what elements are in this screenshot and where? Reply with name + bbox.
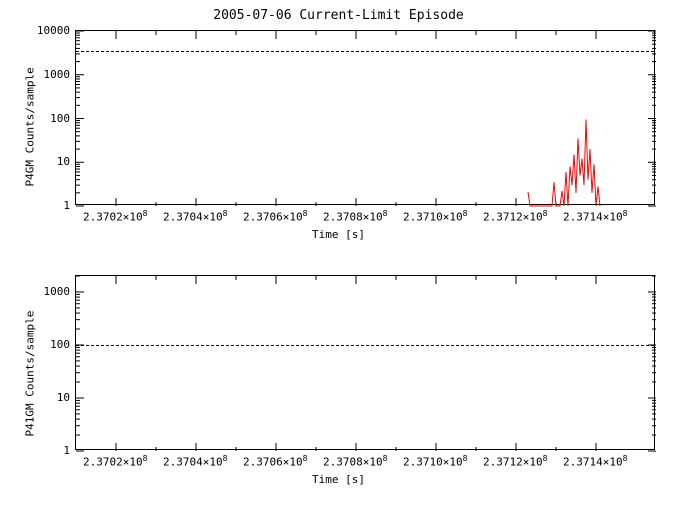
xtick-label: 2.3706×108 bbox=[243, 454, 307, 469]
plot-svg bbox=[76, 31, 656, 206]
xtick-label: 2.3714×108 bbox=[563, 209, 627, 224]
xtick-label: 2.3710×108 bbox=[403, 454, 467, 469]
xtick-label: 2.3712×108 bbox=[483, 209, 547, 224]
bottom-plot-area bbox=[75, 275, 655, 450]
xtick-label: 2.3704×108 bbox=[163, 209, 227, 224]
plot-svg bbox=[76, 276, 656, 451]
top-ylabel: P4GM Counts/sample bbox=[24, 47, 37, 187]
top-plot-area bbox=[75, 30, 655, 205]
chart-title: 2005-07-06 Current-Limit Episode bbox=[0, 8, 677, 23]
xtick-label: 2.3702×108 bbox=[83, 209, 147, 224]
ytick-label: 100 bbox=[50, 112, 70, 125]
ytick-label: 10 bbox=[57, 155, 70, 168]
ytick-label: 10000 bbox=[37, 24, 70, 37]
xtick-label: 2.3708×108 bbox=[323, 209, 387, 224]
xtick-label: 2.3708×108 bbox=[323, 454, 387, 469]
ytick-label: 1000 bbox=[44, 68, 71, 81]
xtick-label: 2.3712×108 bbox=[483, 454, 547, 469]
top-xlabel: Time [s] bbox=[0, 228, 677, 241]
xtick-label: 2.3710×108 bbox=[403, 209, 467, 224]
xtick-label: 2.3702×108 bbox=[83, 454, 147, 469]
bottom-xlabel: Time [s] bbox=[0, 473, 677, 486]
ytick-label: 1 bbox=[63, 444, 70, 457]
xtick-label: 2.3714×108 bbox=[563, 454, 627, 469]
ytick-label: 1000 bbox=[44, 285, 71, 298]
bottom-ylabel: P41GM Counts/sample bbox=[24, 287, 37, 437]
data-series bbox=[528, 119, 600, 206]
ytick-label: 1 bbox=[63, 199, 70, 212]
ytick-label: 100 bbox=[50, 338, 70, 351]
ytick-label: 10 bbox=[57, 391, 70, 404]
xtick-label: 2.3704×108 bbox=[163, 454, 227, 469]
xtick-label: 2.3706×108 bbox=[243, 209, 307, 224]
chart-container: 2005-07-06 Current-Limit Episode P4GM Co… bbox=[0, 0, 677, 511]
